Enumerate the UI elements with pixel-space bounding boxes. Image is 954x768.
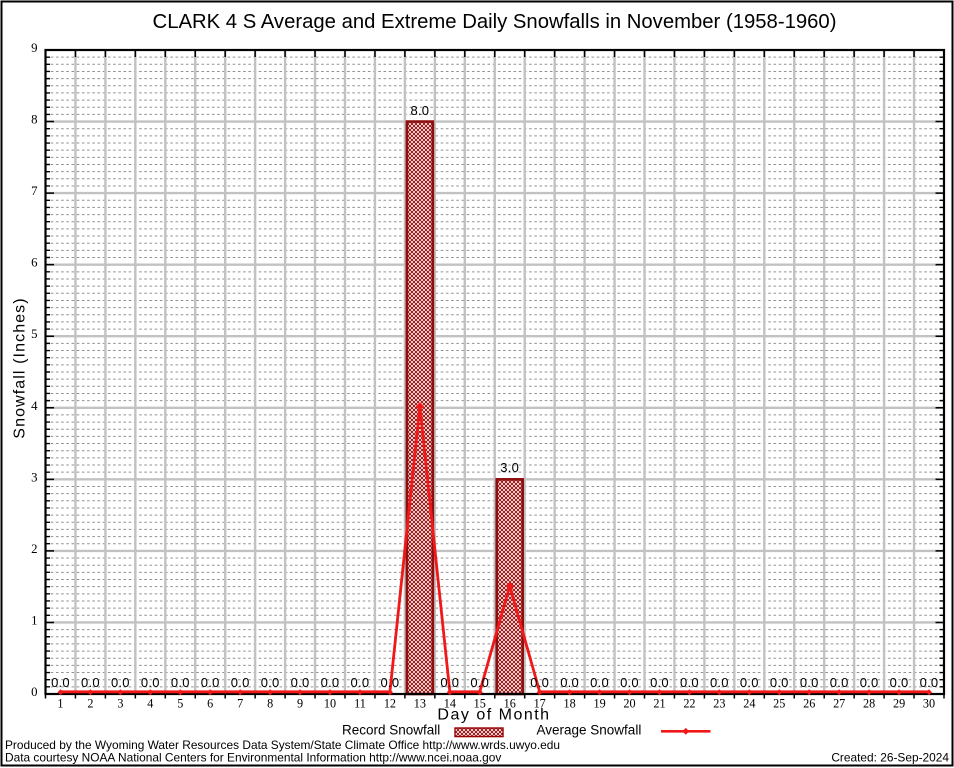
svg-text:0.0: 0.0: [920, 675, 939, 690]
svg-text:4: 4: [147, 697, 153, 711]
svg-text:22: 22: [683, 697, 695, 711]
svg-text:20: 20: [623, 697, 635, 711]
svg-text:8: 8: [31, 113, 37, 127]
svg-text:0.0: 0.0: [231, 675, 250, 690]
svg-text:5: 5: [177, 697, 183, 711]
svg-text:0.0: 0.0: [710, 675, 729, 690]
svg-text:0.0: 0.0: [440, 675, 459, 690]
svg-text:0.0: 0.0: [740, 675, 759, 690]
svg-text:28: 28: [863, 697, 875, 711]
svg-text:4: 4: [31, 399, 38, 413]
svg-text:15: 15: [474, 697, 486, 711]
svg-text:0.0: 0.0: [261, 675, 280, 690]
svg-text:Data courtesy NOAA National Ce: Data courtesy NOAA National Centers for …: [5, 751, 501, 765]
svg-text:3: 3: [117, 697, 123, 711]
svg-text:0.0: 0.0: [171, 675, 190, 690]
svg-text:0.0: 0.0: [650, 675, 669, 690]
svg-text:7: 7: [31, 184, 38, 198]
svg-text:Produced by the Wyoming Water: Produced by the Wyoming Water Resources …: [5, 738, 560, 752]
svg-text:0.0: 0.0: [800, 675, 819, 690]
svg-text:21: 21: [653, 697, 665, 711]
svg-text:0.0: 0.0: [51, 675, 70, 690]
svg-text:5: 5: [31, 327, 37, 341]
svg-text:Day of Month: Day of Month: [437, 707, 550, 724]
svg-text:0.0: 0.0: [590, 675, 609, 690]
svg-text:0.0: 0.0: [111, 675, 130, 690]
svg-text:2: 2: [87, 697, 93, 711]
svg-text:10: 10: [324, 697, 336, 711]
svg-text:23: 23: [713, 697, 725, 711]
svg-text:0.0: 0.0: [890, 675, 909, 690]
svg-text:Created: 26-Sep-2024: Created: 26-Sep-2024: [831, 751, 949, 765]
svg-text:2: 2: [31, 542, 37, 556]
svg-text:0: 0: [31, 685, 37, 699]
svg-text:25: 25: [773, 697, 785, 711]
svg-text:9: 9: [31, 41, 37, 55]
svg-text:7: 7: [237, 697, 243, 711]
svg-text:0.0: 0.0: [830, 675, 849, 690]
svg-text:CLARK 4 S Average and Extreme: CLARK 4 S Average and Extreme Daily Snow…: [153, 11, 837, 33]
svg-text:14: 14: [444, 697, 456, 711]
svg-text:6: 6: [31, 256, 38, 270]
svg-text:0.0: 0.0: [860, 675, 879, 690]
svg-text:8: 8: [267, 697, 273, 711]
svg-text:0.0: 0.0: [291, 675, 310, 690]
svg-text:3.0: 3.0: [500, 460, 519, 475]
svg-text:1: 1: [31, 613, 37, 627]
svg-text:12: 12: [384, 697, 396, 711]
svg-text:0.0: 0.0: [470, 675, 489, 690]
svg-text:0.0: 0.0: [560, 675, 579, 690]
svg-text:26: 26: [803, 697, 815, 711]
svg-text:0.0: 0.0: [321, 675, 340, 690]
svg-text:0.0: 0.0: [530, 675, 549, 690]
svg-text:6: 6: [207, 697, 213, 711]
svg-text:16: 16: [504, 697, 516, 711]
svg-text:19: 19: [593, 697, 605, 711]
svg-text:30: 30: [923, 697, 935, 711]
svg-text:0.0: 0.0: [81, 675, 100, 690]
svg-text:Record Snowfall: Record Snowfall: [342, 723, 440, 738]
svg-text:3: 3: [31, 470, 37, 484]
svg-text:11: 11: [354, 697, 366, 711]
svg-text:Average Snowfall: Average Snowfall: [537, 723, 642, 738]
svg-text:13: 13: [414, 697, 426, 711]
svg-text:0.0: 0.0: [351, 675, 370, 690]
svg-text:18: 18: [564, 697, 576, 711]
svg-text:Snowfall (Inches): Snowfall (Inches): [12, 297, 29, 438]
svg-text:0.0: 0.0: [620, 675, 639, 690]
svg-text:0.0: 0.0: [770, 675, 789, 690]
svg-text:0.0: 0.0: [680, 675, 699, 690]
svg-text:0.0: 0.0: [381, 675, 400, 690]
svg-text:17: 17: [534, 697, 546, 711]
svg-text:29: 29: [893, 697, 905, 711]
svg-text:1: 1: [57, 697, 63, 711]
svg-text:27: 27: [833, 697, 845, 711]
svg-text:9: 9: [297, 697, 303, 711]
svg-text:24: 24: [743, 697, 755, 711]
svg-text:8.0: 8.0: [410, 103, 429, 118]
svg-text:0.0: 0.0: [201, 675, 220, 690]
svg-text:0.0: 0.0: [141, 675, 160, 690]
